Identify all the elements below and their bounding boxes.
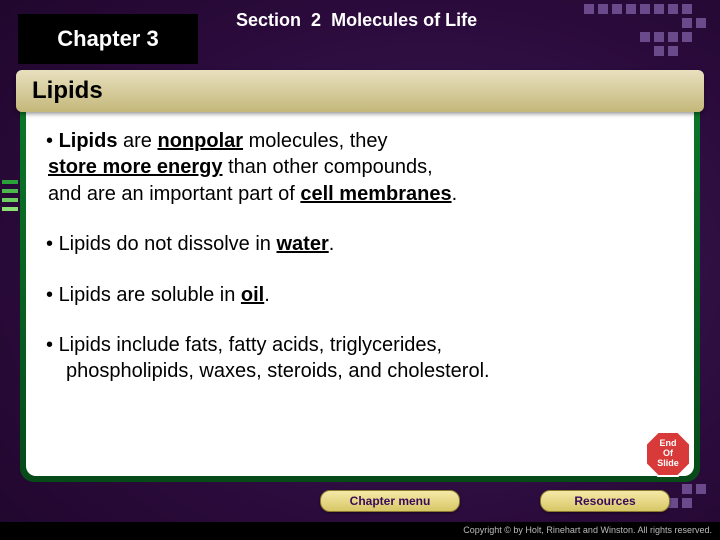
chapter-number: 3	[147, 26, 159, 52]
slide-title-bar: Lipids	[16, 70, 704, 112]
resources-button[interactable]: Resources	[540, 490, 670, 512]
bullet-list: Lipids are nonpolar molecules, theystore…	[44, 128, 676, 385]
end-sign-line3: Slide	[657, 458, 679, 468]
content-card: Lipids are nonpolar molecules, theystore…	[26, 90, 694, 476]
decorative-squares-top-right	[584, 4, 714, 64]
title-bar-wrap: Lipids	[16, 70, 704, 112]
section-label: Section 2 Molecules of Life	[236, 10, 477, 31]
chapter-tab: Chapter 3	[18, 14, 198, 64]
bullet-item: Lipids are nonpolar molecules, theystore…	[44, 128, 676, 207]
chapter-menu-button[interactable]: Chapter menu	[320, 490, 460, 512]
decorative-ticks-left	[2, 180, 22, 280]
chapter-label: Chapter	[57, 26, 140, 52]
end-sign-line1: End	[660, 438, 677, 448]
copyright-bar: Copyright © by Holt, Rinehart and Winsto…	[0, 522, 720, 540]
slide-content: Lipids are nonpolar molecules, theystore…	[44, 128, 676, 466]
slide-title: Lipids	[32, 77, 103, 105]
bullet-item: Lipids include fats, fatty acids, trigly…	[44, 332, 676, 385]
bullet-item: Lipids do not dissolve in water.	[44, 231, 676, 257]
content-card-frame: Lipids are nonpolar molecules, theystore…	[20, 84, 700, 482]
end-sign-line2: Of	[663, 448, 674, 458]
end-of-slide-sign: End Of Slide	[644, 430, 692, 478]
bullet-item: Lipids are soluble in oil.	[44, 282, 676, 308]
